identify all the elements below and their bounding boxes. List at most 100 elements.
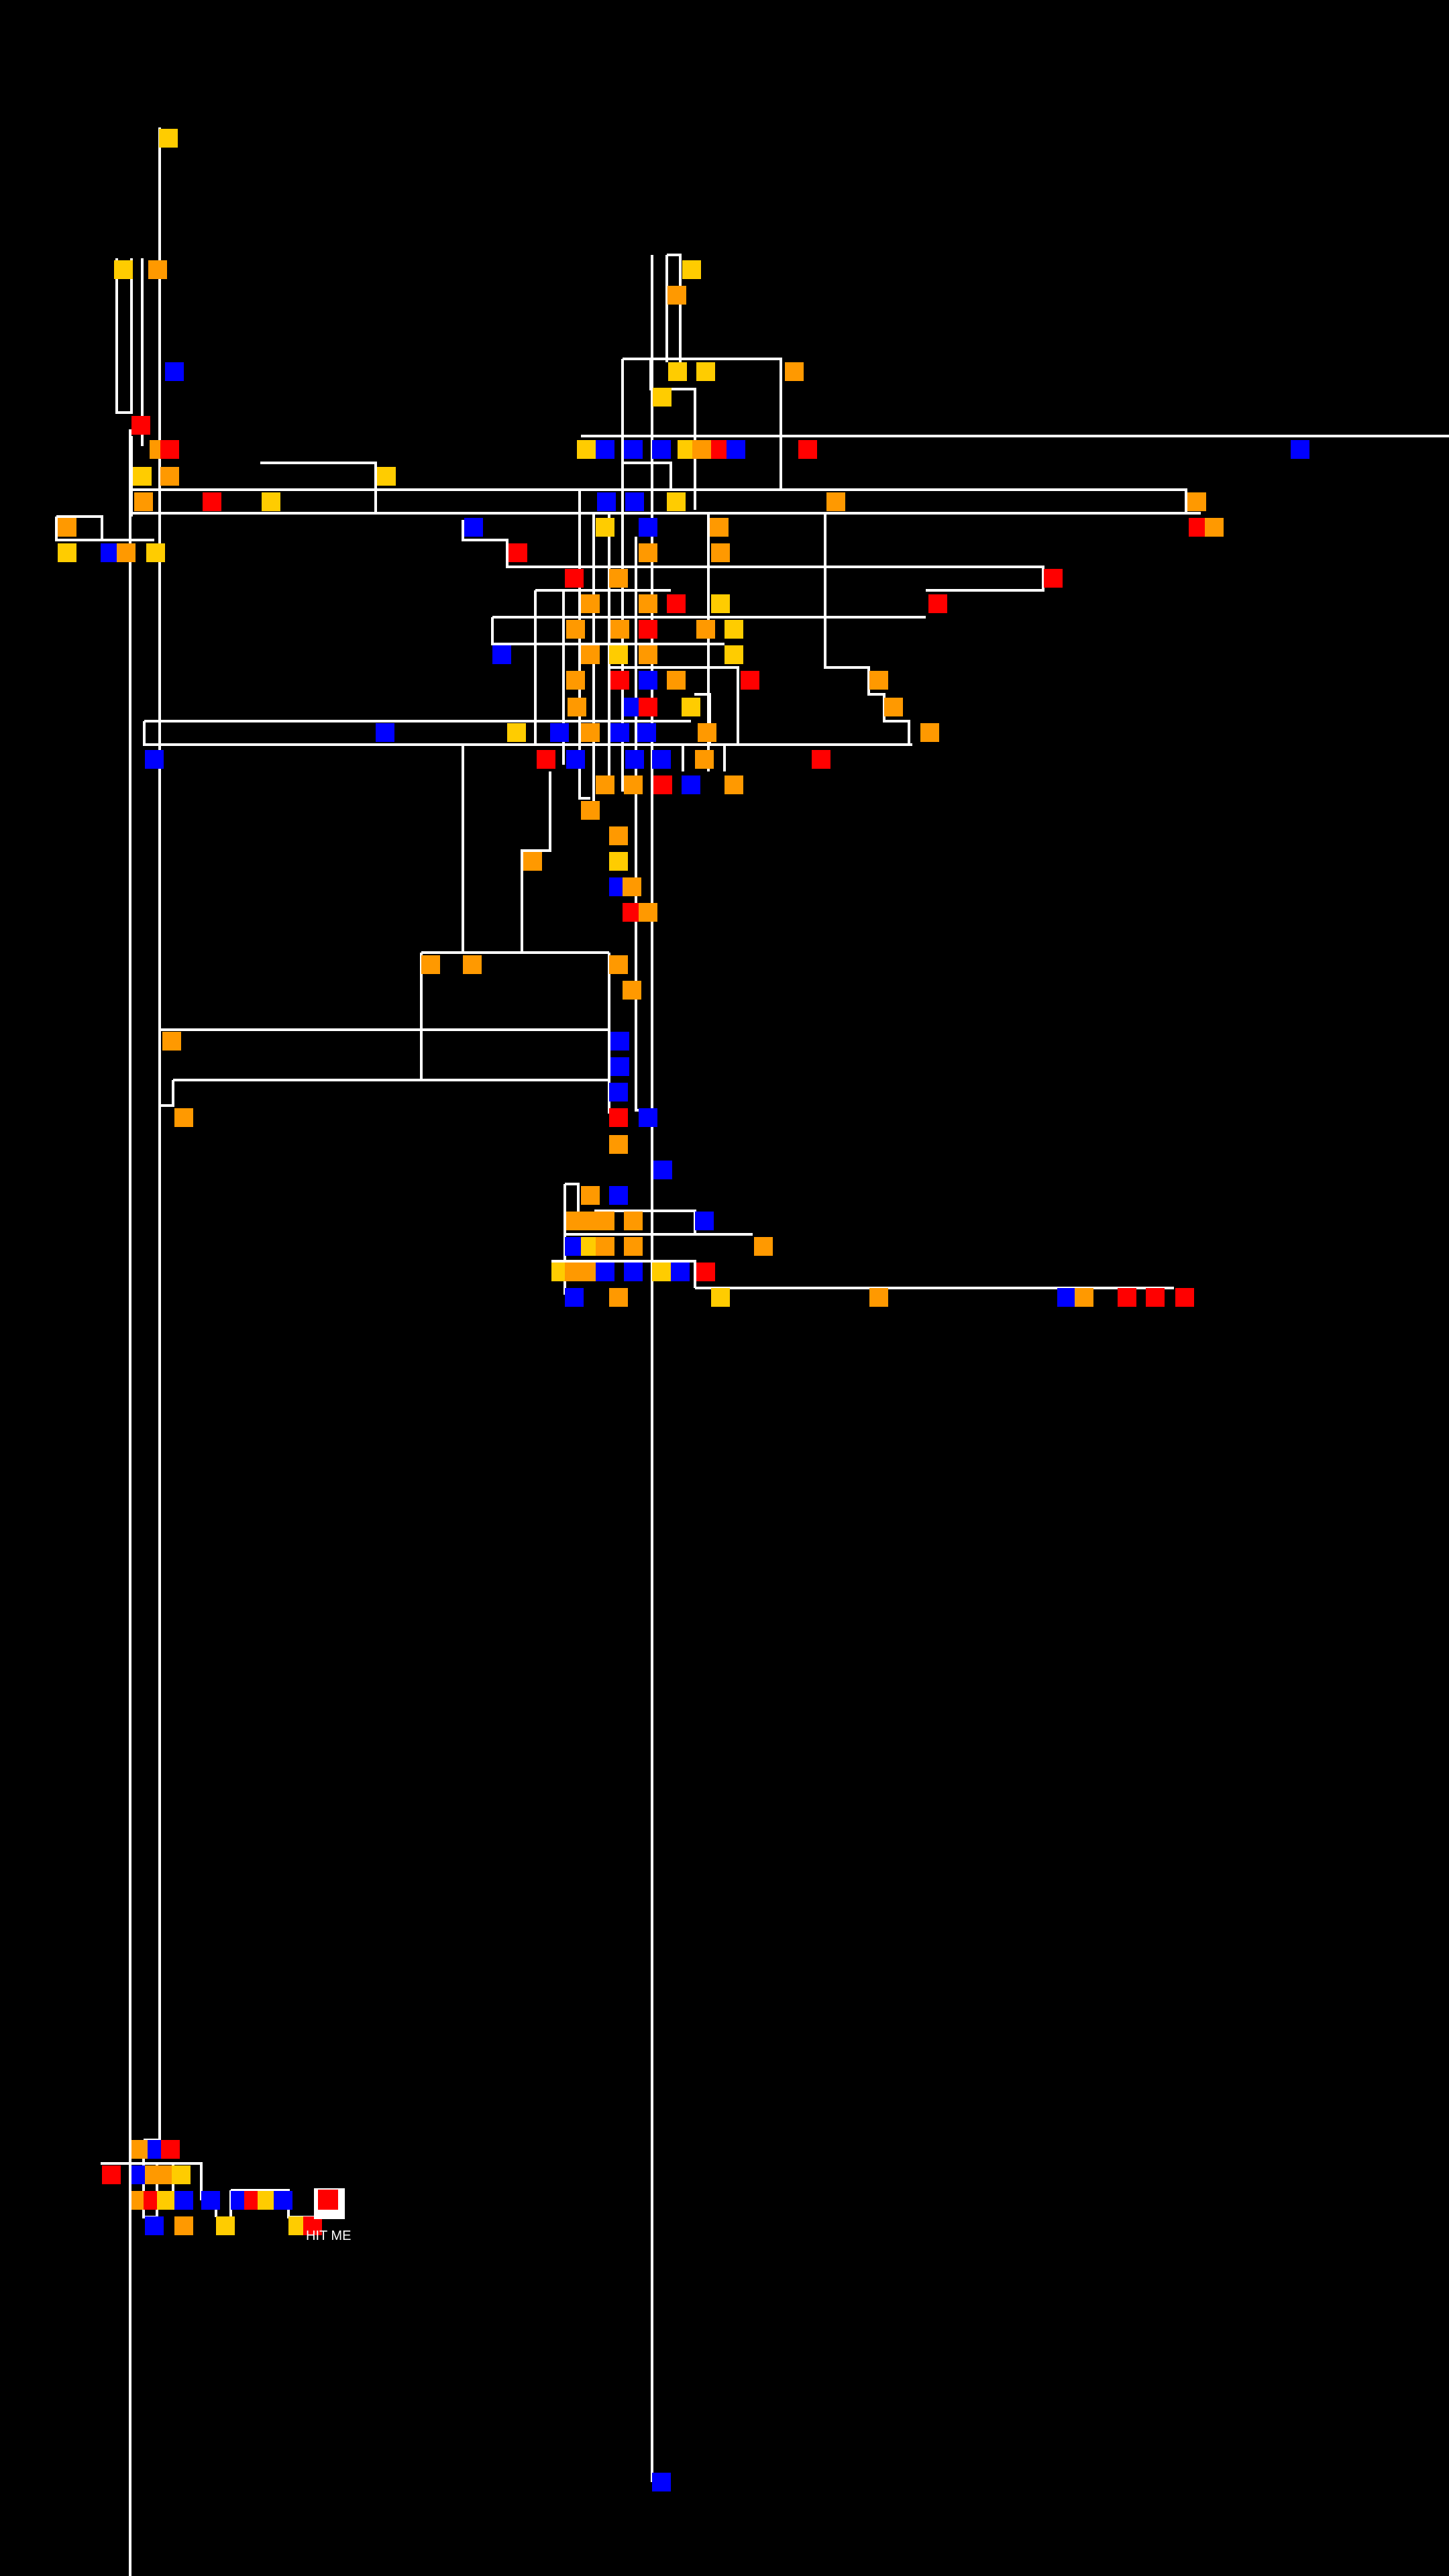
red-block[interactable] <box>102 2165 121 2184</box>
red-block[interactable] <box>798 440 817 459</box>
blue-block[interactable] <box>1057 1288 1076 1307</box>
yellow-block[interactable] <box>258 2191 276 2210</box>
red-block[interactable] <box>1189 518 1208 537</box>
blue-block[interactable] <box>652 2473 671 2491</box>
blue-block[interactable] <box>165 362 184 381</box>
blue-block[interactable] <box>101 543 119 562</box>
orange-block[interactable] <box>667 671 686 690</box>
orange-block[interactable] <box>698 723 716 742</box>
blue-block[interactable] <box>566 750 585 769</box>
red-block[interactable] <box>203 492 221 511</box>
red-block[interactable] <box>1044 569 1063 588</box>
yellow-block[interactable] <box>216 2216 235 2235</box>
orange-block[interactable] <box>696 620 715 639</box>
red-block[interactable] <box>741 671 759 690</box>
yellow-block[interactable] <box>724 620 743 639</box>
blue-block[interactable] <box>652 440 671 459</box>
red-block[interactable] <box>812 750 830 769</box>
hit-target[interactable]: HIT ME <box>306 2188 351 2243</box>
red-block[interactable] <box>131 416 150 435</box>
yellow-block[interactable] <box>609 645 628 664</box>
red-block[interactable] <box>623 903 641 922</box>
orange-block[interactable] <box>639 903 657 922</box>
blue-block[interactable] <box>625 492 644 511</box>
yellow-block[interactable] <box>652 1263 671 1281</box>
orange-block[interactable] <box>174 2216 193 2235</box>
blue-block[interactable] <box>639 518 657 537</box>
orange-block[interactable] <box>131 2140 150 2159</box>
orange-block[interactable] <box>884 698 903 716</box>
yellow-block[interactable] <box>133 467 152 486</box>
orange-block[interactable] <box>160 467 179 486</box>
yellow-block[interactable] <box>724 645 743 664</box>
red-block[interactable] <box>667 594 686 613</box>
orange-block[interactable] <box>623 981 641 1000</box>
red-block[interactable] <box>1146 1288 1165 1307</box>
yellow-block[interactable] <box>682 260 701 279</box>
orange-block[interactable] <box>609 1135 628 1154</box>
orange-block[interactable] <box>692 440 711 459</box>
yellow-block[interactable] <box>577 440 596 459</box>
yellow-block[interactable] <box>146 543 165 562</box>
orange-block[interactable] <box>639 543 657 562</box>
yellow-block[interactable] <box>667 492 686 511</box>
red-block[interactable] <box>653 775 672 794</box>
yellow-block[interactable] <box>114 260 133 279</box>
orange-block[interactable] <box>695 750 714 769</box>
orange-block[interactable] <box>148 260 167 279</box>
orange-block[interactable] <box>117 543 136 562</box>
red-block[interactable] <box>928 594 947 613</box>
orange-block[interactable] <box>711 543 730 562</box>
hit-target-core[interactable] <box>318 2190 338 2210</box>
blue-block[interactable] <box>695 1212 714 1230</box>
blue-block[interactable] <box>653 1161 672 1179</box>
blue-block[interactable] <box>639 1108 657 1127</box>
orange-block[interactable] <box>523 852 542 871</box>
red-block[interactable] <box>639 620 657 639</box>
orange-block[interactable] <box>596 775 614 794</box>
orange-block[interactable] <box>566 671 585 690</box>
blue-block[interactable] <box>610 1057 629 1076</box>
blue-block[interactable] <box>682 775 700 794</box>
orange-block[interactable] <box>596 1237 614 1256</box>
blue-block[interactable] <box>145 2216 164 2235</box>
orange-block[interactable] <box>609 569 628 588</box>
orange-block[interactable] <box>581 645 600 664</box>
orange-block[interactable] <box>565 1263 584 1281</box>
blue-block[interactable] <box>1291 440 1309 459</box>
blue-block[interactable] <box>610 1032 629 1051</box>
blue-block[interactable] <box>596 1263 614 1281</box>
orange-block[interactable] <box>710 518 729 537</box>
orange-block[interactable] <box>596 1212 614 1230</box>
blue-block[interactable] <box>624 1263 643 1281</box>
yellow-block[interactable] <box>609 852 628 871</box>
orange-block[interactable] <box>1187 492 1206 511</box>
orange-block[interactable] <box>581 1186 600 1205</box>
blue-block[interactable] <box>597 492 616 511</box>
blue-block[interactable] <box>652 750 671 769</box>
orange-block[interactable] <box>581 801 600 820</box>
yellow-block[interactable] <box>596 518 614 537</box>
blue-block[interactable] <box>464 518 483 537</box>
orange-block[interactable] <box>667 286 686 305</box>
blue-block[interactable] <box>727 440 745 459</box>
blue-block[interactable] <box>274 2191 292 2210</box>
orange-block[interactable] <box>869 671 888 690</box>
yellow-block[interactable] <box>507 723 526 742</box>
orange-block[interactable] <box>134 492 153 511</box>
orange-block[interactable] <box>581 723 600 742</box>
orange-block[interactable] <box>754 1237 773 1256</box>
blue-block[interactable] <box>492 645 511 664</box>
orange-block[interactable] <box>869 1288 888 1307</box>
orange-block[interactable] <box>463 955 482 974</box>
blue-block[interactable] <box>624 440 643 459</box>
orange-block[interactable] <box>566 620 585 639</box>
orange-block[interactable] <box>162 1032 181 1051</box>
orange-block[interactable] <box>609 1288 628 1307</box>
blue-block[interactable] <box>637 723 656 742</box>
orange-block[interactable] <box>826 492 845 511</box>
blue-block[interactable] <box>609 1083 628 1102</box>
orange-block[interactable] <box>609 955 628 974</box>
yellow-block[interactable] <box>172 2165 191 2184</box>
